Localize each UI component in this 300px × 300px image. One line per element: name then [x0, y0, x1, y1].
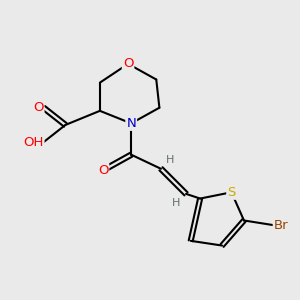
- Text: OH: OH: [23, 136, 44, 149]
- Text: N: N: [126, 117, 136, 130]
- Text: Br: Br: [274, 219, 288, 232]
- Text: O: O: [123, 57, 133, 70]
- Text: H: H: [172, 198, 180, 208]
- Text: S: S: [227, 186, 236, 199]
- Text: H: H: [166, 155, 175, 165]
- Text: O: O: [33, 101, 44, 114]
- Text: O: O: [98, 164, 108, 177]
